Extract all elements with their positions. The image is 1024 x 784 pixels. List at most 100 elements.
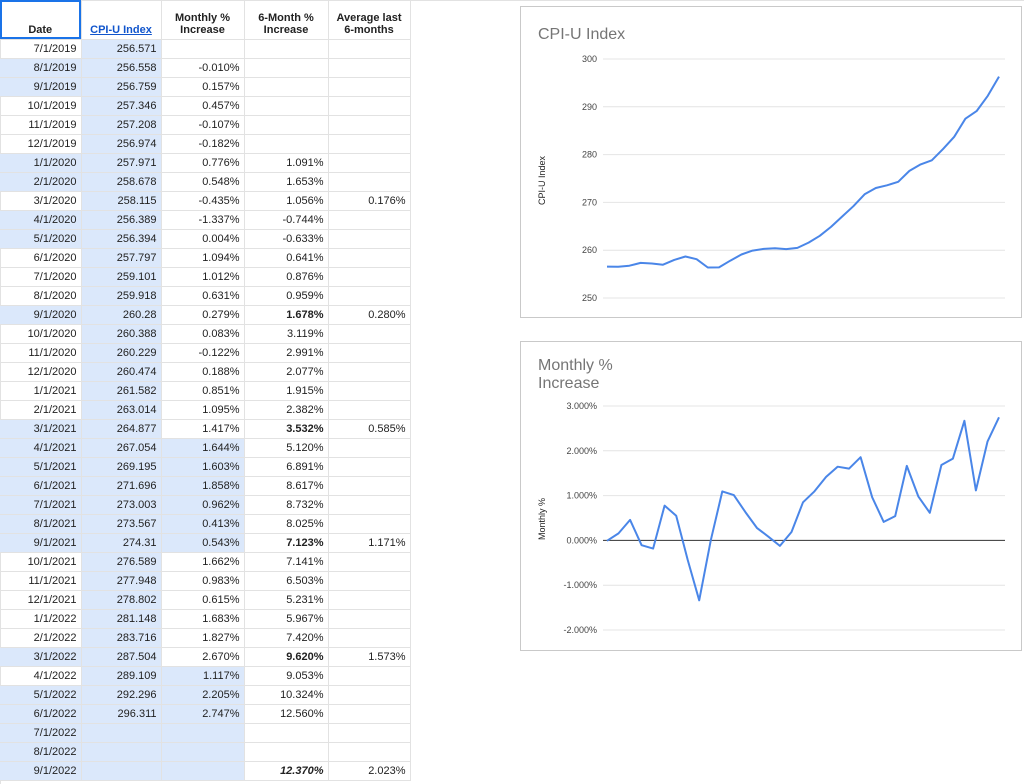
cell-average-six-months[interactable] — [328, 742, 411, 762]
cell-date[interactable]: 3/1/2021 — [0, 419, 82, 439]
cell-monthly-increase[interactable]: 0.457% — [161, 96, 245, 116]
cell-cpi-index[interactable]: 274.31 — [81, 533, 162, 553]
cell-average-six-months[interactable] — [328, 457, 411, 477]
cell-date[interactable]: 9/1/2019 — [0, 77, 82, 97]
cell-monthly-increase[interactable]: 1.662% — [161, 552, 245, 572]
cell-monthly-increase[interactable]: 0.279% — [161, 305, 245, 325]
cell-six-month-increase[interactable] — [244, 115, 329, 135]
header-date[interactable]: Date — [0, 0, 82, 40]
cell-average-six-months[interactable]: 0.176% — [328, 191, 411, 211]
cell-monthly-increase[interactable]: 1.683% — [161, 609, 245, 629]
cell-cpi-index[interactable]: 260.388 — [81, 324, 162, 344]
cell-six-month-increase[interactable]: 2.991% — [244, 343, 329, 363]
cell-cpi-index[interactable]: 277.948 — [81, 571, 162, 591]
cell-six-month-increase[interactable]: 0.876% — [244, 267, 329, 287]
cell-average-six-months[interactable] — [328, 58, 411, 78]
cell-six-month-increase[interactable] — [244, 742, 329, 762]
cell-monthly-increase[interactable]: 1.117% — [161, 666, 245, 686]
cell-six-month-increase[interactable]: 6.891% — [244, 457, 329, 477]
cell-six-month-increase[interactable]: 0.641% — [244, 248, 329, 268]
cell-cpi-index[interactable]: 264.877 — [81, 419, 162, 439]
cell-date[interactable]: 1/1/2020 — [0, 153, 82, 173]
cell-cpi-index[interactable]: 269.195 — [81, 457, 162, 477]
cell-average-six-months[interactable] — [328, 134, 411, 154]
header-six-month-increase[interactable]: 6-Month % Increase — [244, 0, 329, 40]
cell-monthly-increase[interactable]: 0.983% — [161, 571, 245, 591]
cell-average-six-months[interactable] — [328, 362, 411, 382]
series-line[interactable] — [606, 416, 1000, 602]
cell-cpi-index[interactable]: 263.014 — [81, 400, 162, 420]
cell-date[interactable]: 7/1/2019 — [0, 39, 82, 59]
cell-average-six-months[interactable]: 1.573% — [328, 647, 411, 667]
cell-cpi-index[interactable]: 296.311 — [81, 704, 162, 724]
cell-monthly-increase[interactable]: 2.205% — [161, 685, 245, 705]
cell-cpi-index[interactable]: 258.115 — [81, 191, 162, 211]
cell-date[interactable]: 7/1/2022 — [0, 723, 82, 743]
cell-six-month-increase[interactable]: 12.370% — [244, 761, 329, 781]
cell-monthly-increase[interactable]: 0.776% — [161, 153, 245, 173]
cell-date[interactable]: 12/1/2019 — [0, 134, 82, 154]
cell-average-six-months[interactable] — [328, 153, 411, 173]
cell-cpi-index[interactable]: 257.208 — [81, 115, 162, 135]
cell-date[interactable]: 10/1/2020 — [0, 324, 82, 344]
cell-average-six-months[interactable] — [328, 343, 411, 363]
cell-average-six-months[interactable] — [328, 552, 411, 572]
cell-cpi-index[interactable]: 271.696 — [81, 476, 162, 496]
cell-monthly-increase[interactable] — [161, 742, 245, 762]
cell-monthly-increase[interactable]: 0.004% — [161, 229, 245, 249]
cell-six-month-increase[interactable]: 3.119% — [244, 324, 329, 344]
cell-cpi-index[interactable]: 256.974 — [81, 134, 162, 154]
cell-six-month-increase[interactable]: 8.617% — [244, 476, 329, 496]
cell-average-six-months[interactable] — [328, 267, 411, 287]
cell-cpi-index[interactable]: 261.582 — [81, 381, 162, 401]
cell-cpi-index[interactable]: 260.229 — [81, 343, 162, 363]
cell-six-month-increase[interactable]: 7.123% — [244, 533, 329, 553]
cell-monthly-increase[interactable]: 1.644% — [161, 438, 245, 458]
cell-monthly-increase[interactable]: 0.548% — [161, 172, 245, 192]
cell-date[interactable]: 1/1/2021 — [0, 381, 82, 401]
cell-date[interactable]: 1/1/2022 — [0, 609, 82, 629]
cell-cpi-index[interactable]: 256.389 — [81, 210, 162, 230]
cell-date[interactable]: 5/1/2021 — [0, 457, 82, 477]
cell-date[interactable]: 7/1/2020 — [0, 267, 82, 287]
cell-cpi-index[interactable]: 278.802 — [81, 590, 162, 610]
cell-date[interactable]: 8/1/2020 — [0, 286, 82, 306]
header-monthly-increase[interactable]: Monthly % Increase — [161, 0, 245, 40]
cell-date[interactable]: 12/1/2021 — [0, 590, 82, 610]
cell-cpi-index[interactable]: 260.28 — [81, 305, 162, 325]
cell-cpi-index[interactable]: 287.504 — [81, 647, 162, 667]
cell-cpi-index[interactable]: 259.101 — [81, 267, 162, 287]
cell-monthly-increase[interactable]: 0.631% — [161, 286, 245, 306]
cell-average-six-months[interactable] — [328, 324, 411, 344]
cell-average-six-months[interactable] — [328, 400, 411, 420]
cell-cpi-index[interactable]: 281.148 — [81, 609, 162, 629]
cell-monthly-increase[interactable]: -0.010% — [161, 58, 245, 78]
cell-six-month-increase[interactable]: 8.025% — [244, 514, 329, 534]
cell-monthly-increase[interactable]: 1.827% — [161, 628, 245, 648]
cell-cpi-index[interactable]: 289.109 — [81, 666, 162, 686]
cell-average-six-months[interactable] — [328, 96, 411, 116]
cell-date[interactable]: 6/1/2022 — [0, 704, 82, 724]
cell-average-six-months[interactable] — [328, 39, 411, 59]
cell-six-month-increase[interactable]: 7.141% — [244, 552, 329, 572]
cell-date[interactable]: 9/1/2021 — [0, 533, 82, 553]
cell-six-month-increase[interactable]: 6.503% — [244, 571, 329, 591]
cell-cpi-index[interactable]: 283.716 — [81, 628, 162, 648]
cell-average-six-months[interactable] — [328, 685, 411, 705]
monthly-increase-chart[interactable]: Monthly % Increase Monthly % -2.000% -1.0… — [520, 341, 1022, 651]
cell-six-month-increase[interactable] — [244, 77, 329, 97]
cell-cpi-index[interactable]: 276.589 — [81, 552, 162, 572]
cell-average-six-months[interactable] — [328, 172, 411, 192]
cell-cpi-index[interactable]: 256.394 — [81, 229, 162, 249]
cell-cpi-index[interactable]: 257.346 — [81, 96, 162, 116]
cell-date[interactable]: 8/1/2019 — [0, 58, 82, 78]
cell-date[interactable]: 2/1/2020 — [0, 172, 82, 192]
cell-six-month-increase[interactable]: 12.560% — [244, 704, 329, 724]
cell-date[interactable]: 11/1/2021 — [0, 571, 82, 591]
cell-average-six-months[interactable]: 0.585% — [328, 419, 411, 439]
header-average-six-months[interactable]: Average last 6-months — [328, 0, 411, 40]
cell-average-six-months[interactable] — [328, 571, 411, 591]
cell-average-six-months[interactable] — [328, 248, 411, 268]
cell-date[interactable]: 8/1/2021 — [0, 514, 82, 534]
cell-average-six-months[interactable]: 0.280% — [328, 305, 411, 325]
